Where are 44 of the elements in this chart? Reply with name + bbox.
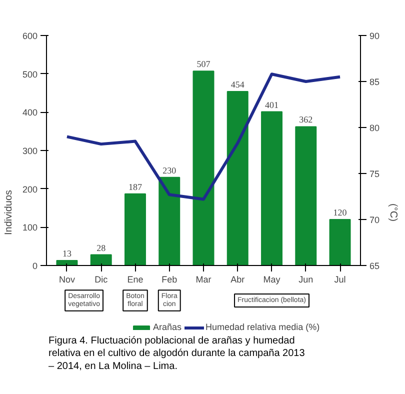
y2-tick-label: 65 xyxy=(370,261,380,271)
x-tick-label: Dic xyxy=(94,274,108,284)
data-label: 401 xyxy=(265,100,279,110)
y2-tick-label: 90 xyxy=(370,31,380,41)
x-tick-label: Jul xyxy=(334,274,346,284)
legend-label: Humedad relativa media (%) xyxy=(206,322,320,332)
data-label: 454 xyxy=(230,79,245,90)
y-tick-label: 300 xyxy=(22,146,38,156)
x-tick-label: Feb xyxy=(162,274,178,284)
y2-tick-label: 75 xyxy=(370,169,380,179)
data-label: 230 xyxy=(162,165,177,176)
bar xyxy=(192,70,214,266)
x-tick-label: May xyxy=(263,274,281,284)
bar xyxy=(124,193,146,266)
x-tick-label: Nov xyxy=(58,274,76,284)
line-series xyxy=(65,72,342,201)
legend-label: Arañas xyxy=(153,322,182,332)
y-tick-label: 0 xyxy=(32,261,38,271)
y-tick-label: 600 xyxy=(22,31,38,41)
y-axis-title: Individuos xyxy=(3,190,14,236)
y-tick-label: 400 xyxy=(22,108,38,118)
y2-tick-label: 85 xyxy=(370,77,380,87)
x-tick-label: Jun xyxy=(298,274,314,284)
data-label: 13 xyxy=(62,248,72,259)
bar xyxy=(261,111,282,266)
bar xyxy=(329,219,351,266)
bar xyxy=(158,176,180,266)
bar xyxy=(295,126,317,266)
data-label: 507 xyxy=(196,59,211,70)
data-label: 362 xyxy=(299,114,313,125)
y-tick-label: 500 xyxy=(22,69,38,80)
bar xyxy=(226,90,248,266)
x-tick-label: Abr xyxy=(230,274,245,284)
data-label: 28 xyxy=(96,242,106,253)
y-tick-label: 200 xyxy=(22,184,38,194)
text: Figura 4. Fluctuación poblacional de arañas y humedad relativa en el cultivo de algodón durante la campaña 2013 – 2014, en La Molina – Lima. xyxy=(48,336,306,372)
y-tick-label: 100 xyxy=(22,222,38,233)
x-tick-label: Ene xyxy=(127,274,144,284)
data-label: 187 xyxy=(128,182,142,192)
x-tick-label: Mar xyxy=(196,274,212,284)
y2-tick-label: 80 xyxy=(370,123,380,133)
data-label: 120 xyxy=(333,208,348,218)
y2-tick-label: 70 xyxy=(370,215,380,225)
y2-axis-title: (°C) xyxy=(388,204,399,222)
